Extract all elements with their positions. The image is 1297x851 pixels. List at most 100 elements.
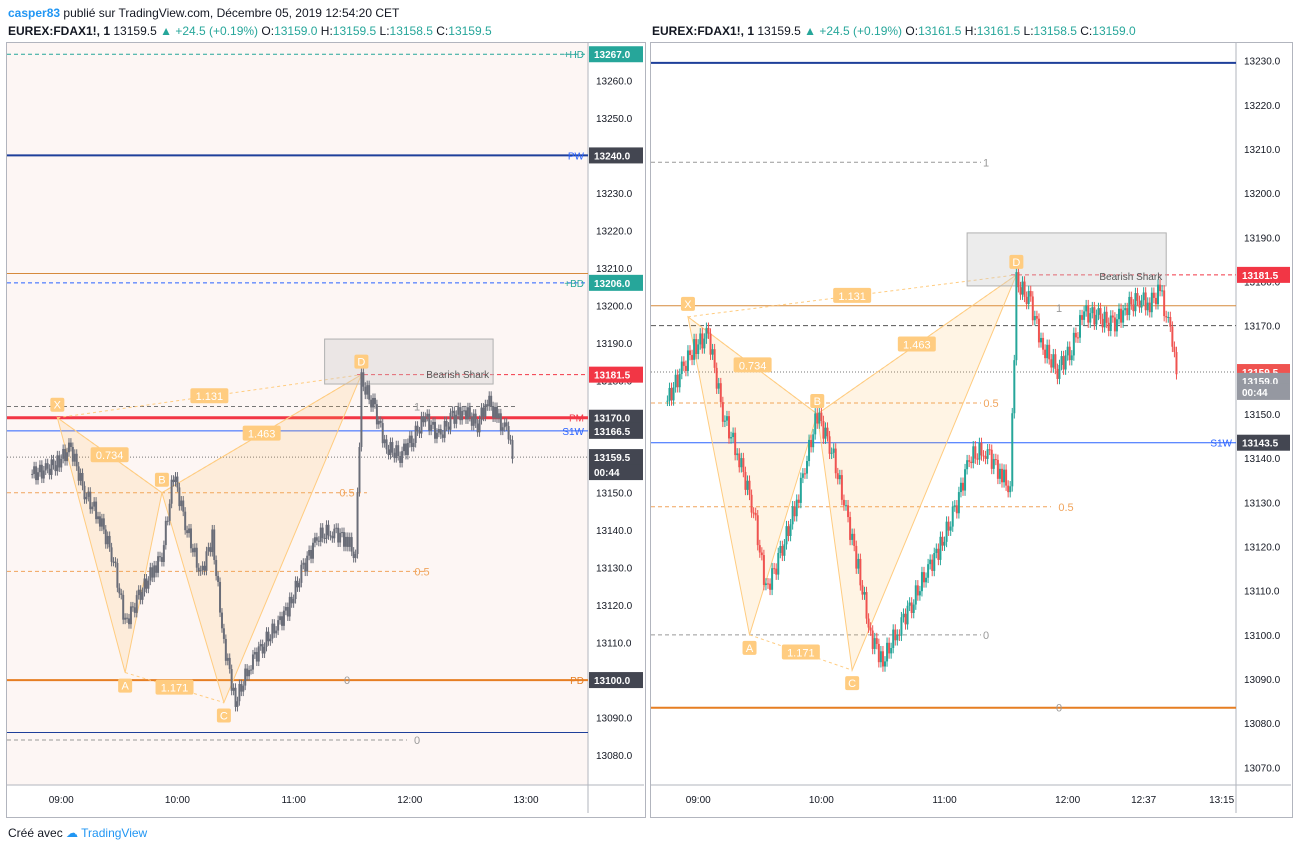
candle-body bbox=[207, 547, 210, 552]
y-tick-label: 13130.0 bbox=[1244, 498, 1281, 509]
candle-body bbox=[217, 575, 220, 582]
candle-body bbox=[319, 527, 322, 542]
candle-body bbox=[1085, 305, 1088, 312]
candle-body bbox=[459, 407, 462, 421]
price-tag bbox=[1237, 434, 1290, 451]
candle-body bbox=[1015, 272, 1018, 361]
right-chart-svg[interactable]: 13230.0 13220.0 13210.0 13200.0 13190.0 13180… bbox=[651, 43, 1292, 817]
candle-body bbox=[959, 482, 962, 493]
candle-body bbox=[466, 407, 469, 420]
candle-body bbox=[451, 410, 454, 413]
author-name[interactable]: casper83 bbox=[8, 6, 61, 20]
symbol: EUREX:FDAX1!, 1 bbox=[652, 24, 755, 38]
candle-body bbox=[430, 424, 433, 431]
candle-body bbox=[742, 458, 745, 472]
candle-body bbox=[1046, 344, 1049, 359]
y-tick-label: 13180.0 bbox=[1244, 278, 1281, 289]
candle-body bbox=[750, 494, 753, 513]
candle-body bbox=[717, 383, 720, 389]
tradingview-logo-icon[interactable]: ☁ bbox=[66, 826, 79, 840]
candle-body bbox=[91, 506, 94, 510]
candle-body bbox=[686, 350, 689, 371]
candle-body bbox=[803, 473, 806, 475]
candle-body bbox=[488, 395, 491, 407]
candle-body bbox=[327, 524, 330, 536]
y-tick-label: 13260.0 bbox=[596, 76, 633, 87]
x-tick-label: 12:37 bbox=[1131, 795, 1156, 806]
candle-body bbox=[492, 406, 495, 418]
candle-body bbox=[764, 583, 767, 585]
pattern-name: Bearish Shark bbox=[1099, 272, 1163, 283]
price-tag-label: 13159.5 bbox=[594, 453, 631, 464]
candle-body bbox=[476, 423, 479, 433]
y-tick-label: 13110.0 bbox=[1244, 587, 1280, 598]
y-tick-label: 13150.0 bbox=[1244, 410, 1281, 421]
candle-body bbox=[191, 548, 194, 553]
fib-level-label: 0 bbox=[1056, 703, 1062, 715]
candle-body bbox=[224, 638, 227, 661]
candle-body bbox=[482, 407, 485, 417]
candle-body bbox=[1132, 304, 1135, 312]
candle-body bbox=[441, 434, 444, 438]
tradingview-link[interactable]: TradingView bbox=[81, 826, 148, 840]
left-chart-panel[interactable]: 13260.0 13250.0 13240.0 13230.0 13220.0 13210… bbox=[6, 42, 646, 818]
level-name-label: PW bbox=[568, 151, 585, 162]
candle-body bbox=[1161, 290, 1164, 292]
candle-body bbox=[166, 520, 169, 522]
candle-body bbox=[290, 596, 293, 604]
candle-body bbox=[808, 439, 811, 462]
candle-body bbox=[288, 596, 291, 617]
candle-body bbox=[228, 657, 231, 670]
candle-body bbox=[176, 476, 179, 488]
candle-body bbox=[64, 448, 67, 462]
candle-body bbox=[114, 561, 117, 564]
candle-body bbox=[435, 432, 438, 439]
candle-body bbox=[60, 458, 63, 468]
candle-body bbox=[490, 395, 493, 407]
candle-body bbox=[1074, 332, 1077, 338]
candle-body bbox=[505, 422, 508, 427]
candle-body bbox=[443, 420, 446, 438]
candle-body bbox=[255, 651, 258, 662]
candle-body bbox=[877, 643, 880, 663]
left-chart-svg[interactable]: 13260.0 13250.0 13240.0 13230.0 13220.0 13210… bbox=[7, 43, 645, 817]
candle-body bbox=[164, 520, 167, 546]
right-chart-panel[interactable]: 13230.0 13220.0 13210.0 13200.0 13190.0 13180… bbox=[650, 42, 1293, 818]
fib-level-label: 0 bbox=[983, 630, 989, 642]
y-tick-label: 13100.0 bbox=[1244, 631, 1281, 642]
candle-body bbox=[110, 547, 113, 562]
candle-body bbox=[1097, 308, 1100, 315]
pattern-ratio-label: 0.734 bbox=[96, 450, 124, 462]
candle-body bbox=[834, 448, 837, 474]
candle-body bbox=[1083, 311, 1086, 320]
candle-body bbox=[1070, 355, 1073, 361]
price-tag-label: 13159.0 bbox=[1242, 377, 1279, 388]
candle-body bbox=[777, 552, 780, 575]
candle-body bbox=[1058, 365, 1061, 379]
candle-body bbox=[277, 620, 280, 631]
candle-body bbox=[1095, 314, 1098, 325]
candle-body bbox=[420, 416, 423, 434]
candle-body bbox=[791, 506, 794, 525]
left-symbol-bar: EUREX:FDAX1!, 1 13159.5 ▲ +24.5 (+0.19%)… bbox=[8, 24, 492, 38]
candle-body bbox=[77, 466, 80, 481]
candle-body bbox=[240, 684, 243, 692]
x-tick-label: 13:15 bbox=[1209, 795, 1234, 806]
candle-body bbox=[244, 668, 247, 686]
candle-body bbox=[503, 422, 506, 428]
candle-body bbox=[705, 327, 708, 339]
candle-body bbox=[1142, 292, 1145, 301]
candle-body bbox=[126, 617, 129, 619]
candle-body bbox=[83, 485, 86, 500]
y-tick-label: 13210.0 bbox=[596, 264, 633, 275]
candle-body bbox=[773, 568, 776, 570]
price-tag-label: 13181.5 bbox=[1242, 271, 1279, 282]
candle-body bbox=[368, 385, 371, 400]
x-tick-label: 12:00 bbox=[1055, 795, 1080, 806]
price-change: ▲ +24.5 (+0.19%) bbox=[160, 24, 259, 38]
candle-body bbox=[816, 413, 819, 424]
high-value: 13159.5 bbox=[332, 24, 377, 38]
candle-body bbox=[725, 416, 728, 421]
candle-body bbox=[1148, 302, 1151, 313]
candle-body bbox=[381, 423, 384, 444]
